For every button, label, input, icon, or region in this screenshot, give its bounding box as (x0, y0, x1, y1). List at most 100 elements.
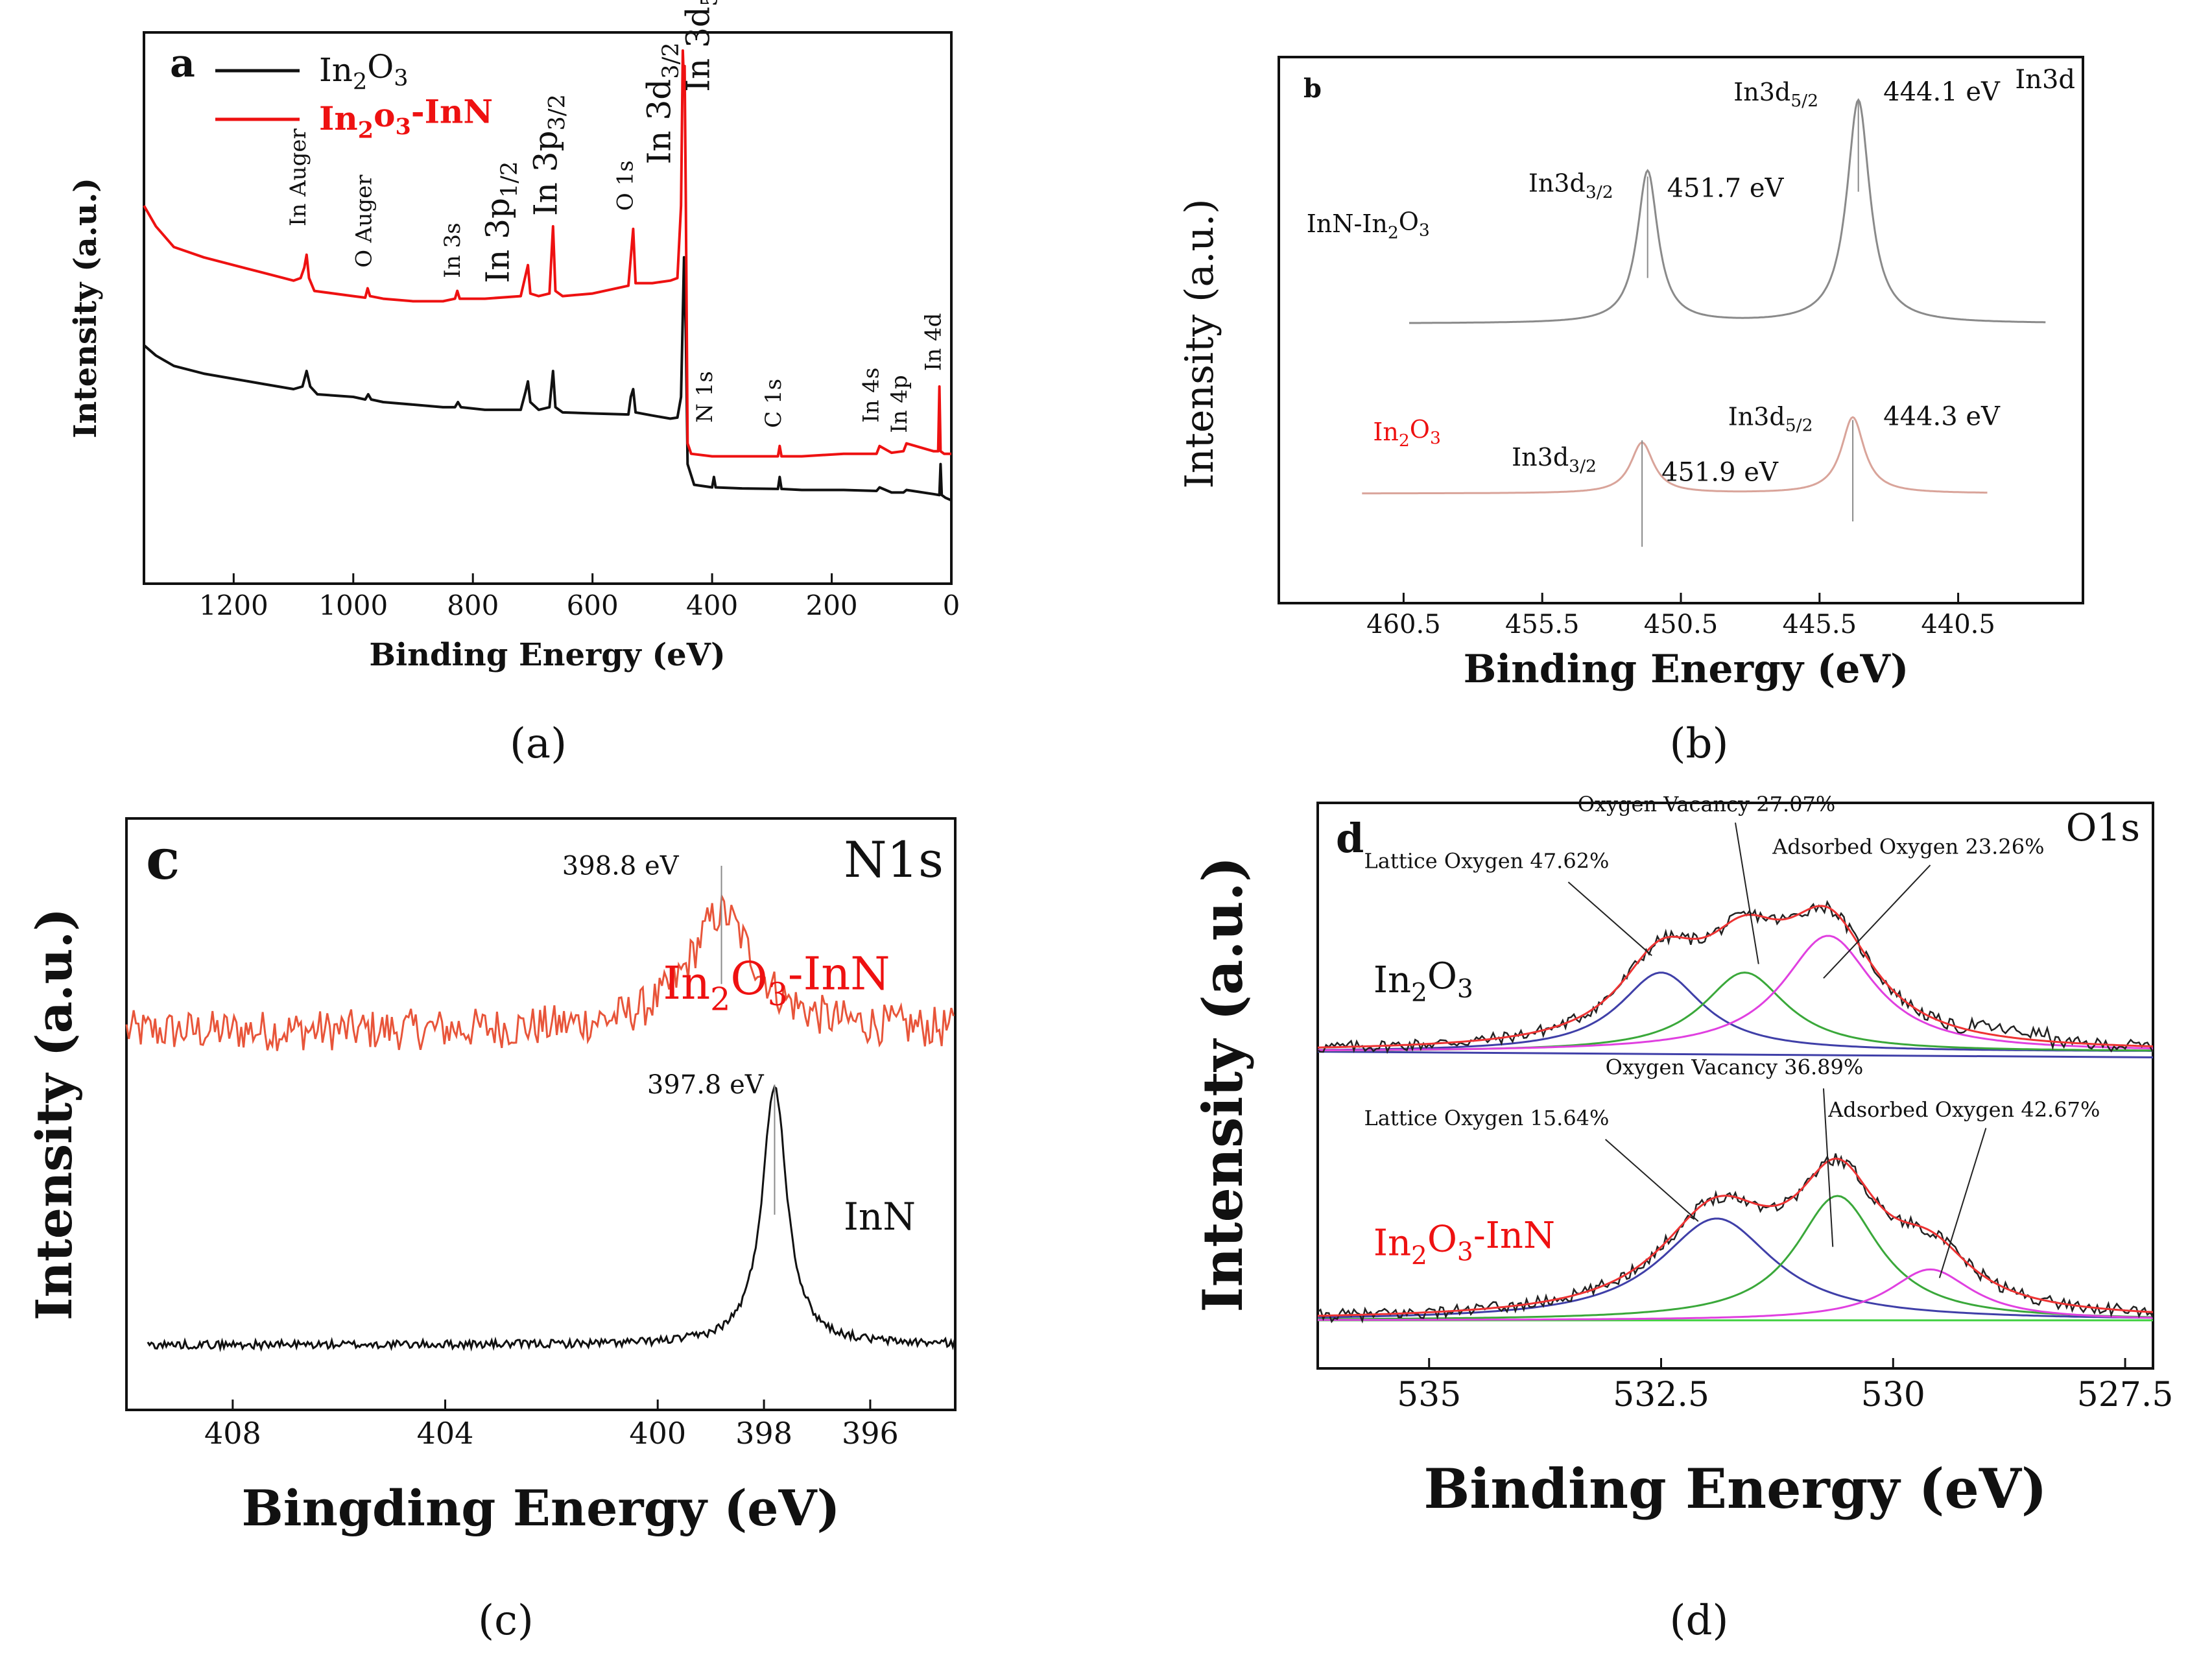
panel-a-x-tick-label: 600 (567, 590, 619, 621)
panel-a-peak-annotation: In 4p (886, 375, 912, 433)
panel-a-x-tick-label: 0 (943, 590, 960, 621)
panel-c-sample-label-part: O (730, 952, 767, 1005)
panel-d-sample-label-part: In (1374, 959, 1411, 1001)
panel-a-peak-annotation-part: In 3p (479, 198, 517, 283)
panel-b-peak-name-part: In3d (1733, 78, 1790, 106)
panel-a-peak-annotation-part: In 4s (858, 368, 884, 423)
panel-a-peak-annotation: In 3s (440, 222, 466, 278)
panel-b: 460.5 455.5 450.5 445.5 440.5InN-In2O3In2O3I… (1177, 56, 2084, 692)
caption-d: (d) (1670, 1597, 1729, 1645)
panel-d-x-tick-label: 535 (1397, 1376, 1461, 1414)
panel-c-sample-label-part: 2 (710, 981, 730, 1018)
panel-a-peak-annotation-part: In 4p (886, 375, 912, 433)
panel-a-peak-annotation: O Auger (351, 174, 377, 268)
panel-c-sample-label-part: InN (844, 1195, 916, 1239)
panel-d-fit-envelope-line (1317, 905, 2154, 1049)
panel-a-x-axis-label: Binding Energy (eV) (369, 637, 725, 673)
panel-d-sample-label-part: -InN (1473, 1215, 1555, 1257)
panel-b-y-axis-label: Intensity (a.u.) (1177, 198, 1222, 488)
panel-a-peak-annotation-part: C 1s (761, 379, 787, 428)
panel-a-peak-annotation-part: O 1s (612, 160, 638, 211)
panel-b-label: b (1303, 73, 1322, 104)
panel-d-sample-label-part: In (1374, 1222, 1411, 1265)
panel-b-sample-label-part: O (1410, 415, 1430, 444)
panel-d-sample-label-part: O (1427, 1219, 1457, 1261)
panel-b-marks: 460.5 455.5 450.5 445.5 440.5InN-In2O3In2O3I… (1307, 77, 2046, 639)
panel-b-x-tick-label: 440.5 (1921, 610, 1995, 639)
panel-c-y-axis-label: Intensity (a.u.) (25, 908, 83, 1320)
panel-d-component-curve (1318, 1268, 2154, 1321)
panel-b-peak-name: In3d5/2 (1733, 78, 1818, 111)
panel-b-peak-name: In3d5/2 (1728, 402, 1813, 435)
panel-a-legend-label: In2O3 (319, 48, 409, 95)
panel-a-peak-annotation: In 3p3/2 (527, 94, 570, 216)
panel-b-x-tick-label: 455.5 (1505, 610, 1580, 639)
panel-d-component-label: Oxygen Vacancy 36.89% (1606, 1055, 1864, 1080)
panel-b-x-axis-label: Binding Energy (eV) (1464, 647, 1909, 692)
panel-b-sample-label-part: O (1399, 207, 1419, 235)
panel-a-peak-annotation: In 3d3/2 (641, 42, 684, 164)
panel-a-peak-annotation-part: In 3d (680, 6, 717, 92)
panel-d-component-label: Adsorbed Oxygen 23.26% (1772, 834, 2044, 859)
panel-b-sample-label-part: 3 (1419, 221, 1430, 241)
panel-c-series-inn-line (147, 1085, 956, 1353)
panel-b-peak-value: 444.1 eV (1883, 77, 2001, 107)
panel-a-marks: 1200 1000 800 600 400 200 0 In Auger O Auger In 3… (143, 0, 960, 621)
panel-d-x-tick-label: 527.5 (2077, 1376, 2174, 1414)
panel-c-x-tick-label: 404 (417, 1416, 474, 1451)
panel-b-peak-name-part: 5/2 (1785, 416, 1813, 436)
panel-a-legend-label-part: 3 (394, 66, 408, 91)
panel-d-experimental-line (1317, 1153, 2154, 1324)
panel-b-peak-name-part: In3d (1512, 443, 1569, 471)
panel-a-legend-label-part: 3 (395, 113, 410, 140)
panel-a-peak-annotation: C 1s (761, 379, 787, 428)
panel-b-sample-label-part: 3 (1430, 428, 1441, 448)
panel-d-sample-label-part: 3 (1457, 975, 1473, 1004)
panel-a-legend-label-part: o (374, 96, 395, 134)
panel-b-plot-frame (1278, 56, 2084, 604)
panel-a-legend-label: In2o3-InN (319, 93, 493, 144)
panel-c-x-axis-label: Bingding Energy (eV) (242, 1479, 840, 1537)
panel-a-peak-annotation-part: 3/2 (545, 94, 571, 130)
panel-d-component-label: Lattice Oxygen 15.64% (1364, 1106, 1610, 1130)
panel-c-series-in2o3-inn-line (125, 892, 955, 1051)
caption-a: (a) (510, 720, 567, 768)
panel-d-component-curve (1318, 1217, 2154, 1319)
panel-d-plot-frame (1316, 802, 2154, 1370)
panel-a-x-tick-label: 800 (447, 590, 499, 621)
panel-d-component-leader (1567, 881, 1652, 957)
panel-a-peak-annotation-part: In 4d (920, 313, 946, 372)
panel-d-component-curve (1317, 935, 2154, 1052)
panel-d-sample-label-part: 2 (1411, 1241, 1427, 1270)
panel-a-legend-label-part: In (319, 51, 353, 89)
panel-b-x-tick-label: 445.5 (1783, 610, 1857, 639)
panel-d-sample-label: In2O3 (1374, 955, 1473, 1008)
panel-d-x-tick-label: 530 (1861, 1376, 1925, 1414)
panel-a-peak-annotation: In 3d5/2 (680, 0, 723, 92)
panel-b-peak-name-part: In3d (1728, 402, 1785, 431)
panel-a-legend-label-part: -InN (411, 93, 493, 131)
panel-c-x-tick-label: 396 (842, 1416, 899, 1451)
panel-d-experimental-line (1317, 900, 2154, 1055)
panel-a-peak-annotation: In 3p1/2 (479, 161, 523, 283)
panel-c-x-tick-label: 400 (629, 1416, 686, 1451)
panel-d-x-axis-label: Binding Energy (eV) (1423, 1457, 2047, 1521)
panel-d-component-leader (1735, 822, 1759, 964)
panel-a-peak-annotation-part: N 1s (692, 371, 718, 423)
panel-c-sample-label: In2O3-InN (663, 947, 890, 1018)
panel-a-series-in2o3-line (143, 256, 952, 502)
panel-d-component-curve (1318, 972, 2153, 1052)
panel-c-peak-value: 398.8 eV (562, 852, 680, 881)
panel-d-sample-label: In2O3-InN (1374, 1215, 1555, 1270)
panel-c-sample-label: InN (844, 1195, 916, 1239)
panel-d-corner-label: O1s (2066, 805, 2140, 850)
panel-d-fit-envelope-line (1317, 1157, 2154, 1317)
panel-d-component-label: Oxygen Vacancy 27.07% (1578, 792, 1836, 817)
panel-c-sample-label-part: In (663, 957, 710, 1010)
panel-b-sample-label-part: InN-In (1307, 209, 1388, 238)
panel-b-series-in2o3-line (1362, 416, 1988, 495)
panel-a-y-axis-label: Intensity (a.u.) (67, 178, 104, 438)
panel-d-sample-label-part: 3 (1457, 1237, 1473, 1267)
panel-b-sample-label: InN-In2O3 (1307, 207, 1430, 243)
